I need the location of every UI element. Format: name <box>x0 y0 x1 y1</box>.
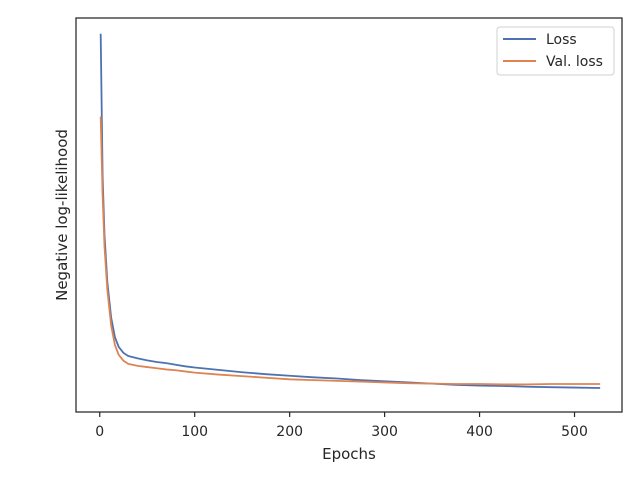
series-line-val-loss <box>99 116 601 386</box>
legend-label-loss: Loss <box>546 32 577 48</box>
x-axis-label: Epochs <box>322 445 376 463</box>
x-tick-label: 200 <box>276 424 303 440</box>
x-tick-label: 0 <box>95 424 104 440</box>
x-axis-ticks: 0 100 200 300 400 500 <box>95 412 588 440</box>
x-tick-label: 500 <box>561 424 588 440</box>
legend: Loss Val. loss <box>496 26 615 76</box>
series-lines <box>99 33 601 389</box>
y-axis-label: Negative log-likelihood <box>53 129 71 301</box>
series-line-loss <box>99 33 601 389</box>
legend-label-val-loss: Val. loss <box>546 54 603 70</box>
plot-area <box>75 17 623 413</box>
x-tick-label: 300 <box>371 424 398 440</box>
x-tick-label: 100 <box>181 424 208 440</box>
x-tick-label: 400 <box>466 424 493 440</box>
plot-frame <box>75 17 623 413</box>
